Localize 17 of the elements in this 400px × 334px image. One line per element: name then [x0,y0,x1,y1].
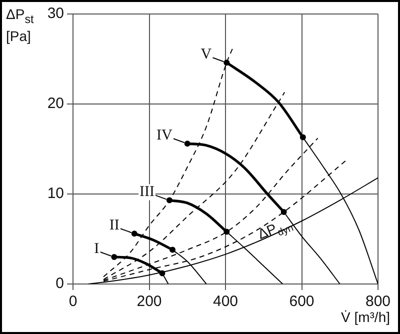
x-tick-label: 0 [68,293,78,310]
x-axis-title: V̇ [m³/h] [340,309,390,325]
annotation: I [94,240,100,257]
y-tick-label: 10 [47,185,64,202]
x-tick-label: 800 [365,293,391,310]
x-tick-label: 600 [289,293,314,310]
annotation: III [139,184,154,200]
annotation: IV [156,128,173,144]
annotation: ΔPdyn [255,220,296,242]
annotation: V [200,46,212,63]
y-tick-label: 30 [47,5,64,22]
y-tick-label: 0 [56,275,64,292]
x-tick-label: 200 [136,293,162,310]
y-tick-label: 20 [47,95,64,112]
x-tick-label: 400 [212,293,238,310]
y-axis-title: ΔP$_{st}$ [Pa] [6,6,35,44]
annotation: II [109,218,120,234]
